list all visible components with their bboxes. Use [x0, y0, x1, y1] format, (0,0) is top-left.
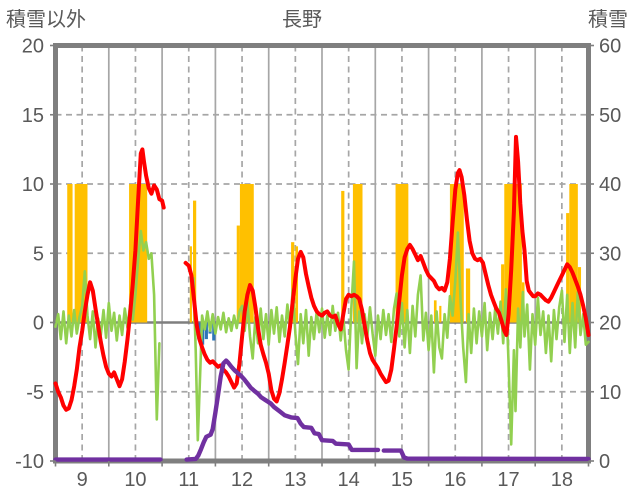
x-axis-tick-label: 13 — [284, 469, 306, 491]
right-axis-tick-label: 30 — [599, 243, 621, 265]
right-axis-tick-label: 10 — [599, 382, 621, 404]
right-axis-tick-label: 0 — [599, 451, 610, 473]
red-line — [53, 134, 591, 412]
right-axis-tick-label: 20 — [599, 313, 621, 335]
x-axis-tick-label: 14 — [338, 469, 360, 491]
left-axis-tick-label: -10 — [15, 451, 44, 473]
right-axis-title: 積雪 — [588, 9, 628, 31]
x-axis-tick-label: 18 — [551, 469, 573, 491]
x-axis-tick-label: 15 — [391, 469, 413, 491]
chart-title: 長野 — [282, 9, 322, 31]
left-axis-title: 積雪以外 — [6, 9, 86, 31]
x-axis-tick-label: 9 — [77, 469, 88, 491]
left-axis-tick-label: 10 — [22, 174, 44, 196]
right-axis-tick-label: 60 — [599, 36, 621, 58]
x-axis-tick-label: 17 — [497, 469, 519, 491]
axis-ticks — [50, 44, 594, 467]
left-axis-tick-label: 0 — [33, 313, 44, 335]
x-axis-tick-label: 16 — [444, 469, 466, 491]
sunshine-bars — [67, 184, 582, 323]
series-layer — [53, 134, 591, 462]
right-axis-tick-label: 50 — [599, 105, 621, 127]
x-axis-tick-label: 11 — [178, 469, 199, 491]
left-axis-tick-label: 15 — [22, 105, 44, 127]
x-axis-tick-label: 12 — [231, 469, 253, 491]
purple-line — [53, 358, 591, 462]
green-line — [54, 229, 590, 446]
left-axis-tick-label: -5 — [26, 382, 44, 404]
right-axis-tick-label: 40 — [599, 174, 621, 196]
x-axis-tick-label: 10 — [124, 469, 146, 491]
left-axis-tick-label: 20 — [22, 36, 44, 58]
left-axis-tick-label: 5 — [33, 243, 44, 265]
